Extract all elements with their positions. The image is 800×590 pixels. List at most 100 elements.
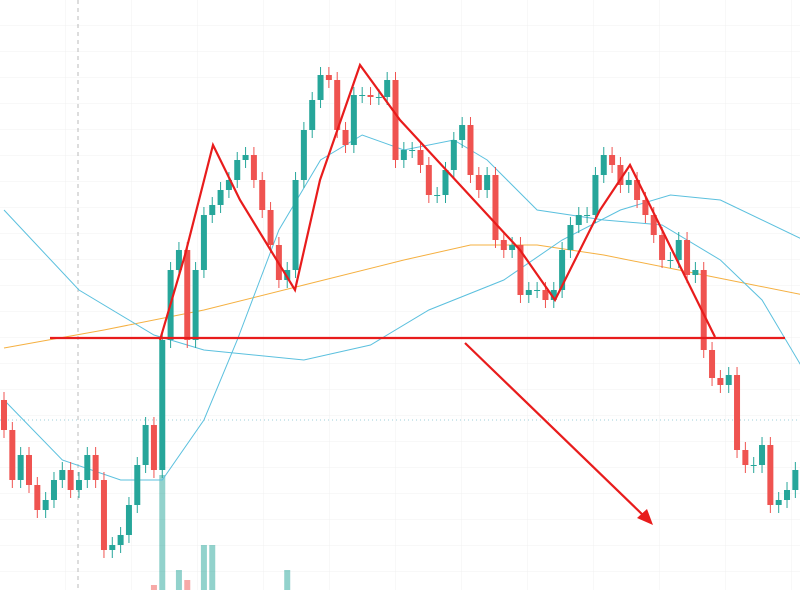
candle-body bbox=[634, 180, 641, 200]
candle-body bbox=[9, 430, 16, 480]
volume-bar bbox=[150, 585, 157, 590]
candle-body bbox=[292, 180, 299, 270]
volume-bar bbox=[159, 475, 166, 590]
candle-body bbox=[492, 175, 499, 240]
candle-body bbox=[392, 80, 399, 160]
candle-body bbox=[225, 180, 232, 190]
candle-body bbox=[409, 150, 416, 151]
candle-body bbox=[509, 245, 516, 250]
candle-body bbox=[209, 205, 216, 215]
candle-body bbox=[750, 465, 757, 466]
candle-body bbox=[550, 290, 557, 300]
candle-body bbox=[334, 80, 341, 130]
candle-body bbox=[709, 350, 716, 378]
candle-body bbox=[434, 195, 441, 196]
candle-body bbox=[125, 505, 132, 535]
candle-body bbox=[500, 240, 507, 250]
volume-bar bbox=[284, 570, 291, 590]
candle-body bbox=[559, 250, 566, 290]
annotations bbox=[50, 62, 785, 525]
candle-body bbox=[150, 425, 157, 470]
candle-body bbox=[584, 215, 591, 216]
candle-body bbox=[192, 270, 199, 340]
candle-body bbox=[534, 290, 541, 291]
candle-body bbox=[692, 270, 699, 275]
candle-body bbox=[134, 465, 141, 505]
candle-body bbox=[92, 455, 99, 480]
candle-body bbox=[467, 125, 474, 175]
candle-body bbox=[309, 100, 316, 130]
indicator-line bbox=[3, 244, 800, 349]
candle-body bbox=[667, 260, 674, 261]
candle-body bbox=[350, 95, 357, 145]
candle-body bbox=[200, 215, 207, 270]
candle-body bbox=[567, 225, 574, 250]
candle-body bbox=[184, 250, 191, 340]
candle-body bbox=[700, 270, 707, 350]
indicator-layer bbox=[3, 134, 800, 481]
candle-body bbox=[459, 125, 466, 140]
candle-body bbox=[742, 450, 749, 465]
candle-body bbox=[734, 375, 741, 450]
candle-body bbox=[592, 175, 599, 215]
target-arrow bbox=[464, 342, 647, 519]
candle-body bbox=[325, 75, 332, 80]
volume-bar bbox=[184, 580, 191, 590]
candle-body bbox=[175, 250, 182, 270]
candle-body bbox=[42, 500, 49, 510]
candle-body bbox=[675, 240, 682, 260]
candle-body bbox=[75, 480, 82, 490]
candle-body bbox=[17, 455, 24, 480]
candle-body bbox=[400, 150, 407, 160]
candle-body bbox=[784, 490, 791, 500]
candle-body bbox=[250, 155, 257, 180]
candle-body bbox=[67, 470, 74, 490]
candle-body bbox=[34, 485, 41, 510]
candle-body bbox=[59, 470, 66, 480]
candle-body bbox=[242, 155, 249, 160]
volume-bar bbox=[175, 570, 182, 590]
candle-body bbox=[484, 175, 491, 190]
volume-layer bbox=[150, 475, 291, 590]
volume-bar bbox=[200, 545, 207, 590]
candle-body bbox=[384, 80, 391, 97]
candle-body bbox=[792, 470, 799, 490]
candle-body bbox=[717, 378, 724, 385]
volume-bar bbox=[209, 545, 216, 590]
candle-body bbox=[317, 75, 324, 100]
pattern-zigzag bbox=[158, 62, 716, 341]
indicator-line bbox=[3, 194, 800, 361]
candle-body bbox=[342, 130, 349, 145]
candle-body bbox=[25, 455, 32, 485]
candle-body bbox=[142, 425, 149, 465]
candle-body bbox=[109, 545, 116, 550]
candle-body bbox=[517, 245, 524, 295]
candle-body bbox=[775, 500, 782, 505]
candle-body bbox=[450, 140, 457, 170]
candle-body bbox=[1, 400, 7, 430]
candle-body bbox=[725, 375, 732, 385]
candle-body bbox=[625, 180, 632, 185]
candle-body bbox=[642, 200, 649, 215]
indicator-line bbox=[3, 134, 800, 481]
candle-body bbox=[284, 270, 291, 280]
candle-body bbox=[617, 165, 624, 185]
candle-body bbox=[84, 455, 91, 480]
candle-body bbox=[100, 480, 107, 550]
candle-body bbox=[259, 180, 266, 210]
candle-body bbox=[267, 210, 274, 245]
candle-body bbox=[767, 445, 774, 505]
candle-body bbox=[375, 97, 382, 98]
candle-body bbox=[300, 130, 307, 180]
candle-body bbox=[159, 340, 166, 470]
candle-body bbox=[684, 240, 691, 275]
candle-body bbox=[609, 155, 616, 165]
candle-body bbox=[417, 150, 424, 165]
candle-body bbox=[525, 290, 532, 295]
candle-body bbox=[359, 95, 366, 96]
candle-body bbox=[217, 190, 224, 205]
candle-body bbox=[659, 235, 666, 260]
candle-body bbox=[117, 535, 124, 545]
